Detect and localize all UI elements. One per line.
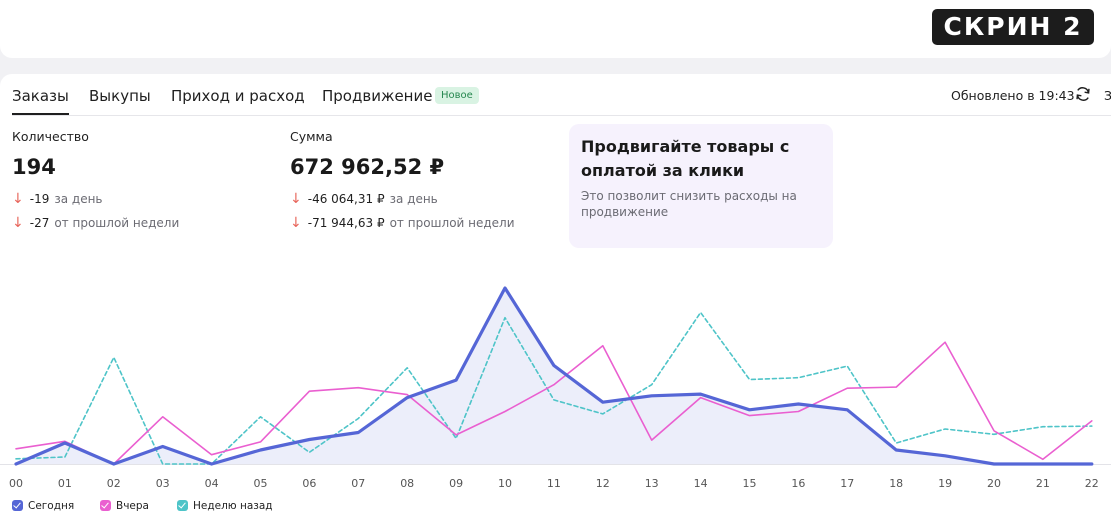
x-tick-label: 22 (1085, 477, 1099, 490)
x-tick-label: 14 (694, 477, 708, 490)
arrow-down-icon: ↓ (12, 191, 24, 207)
delta-desc: от прошлой недели (54, 216, 180, 230)
x-tick-label: 08 (400, 477, 414, 490)
x-tick-label: 01 (58, 477, 72, 490)
promo-card[interactable]: Продвигайте товары с оплатой за клики Эт… (569, 124, 833, 248)
delta-value: -71 944,63 ₽ (307, 216, 385, 230)
x-tick-label: 10 (498, 477, 512, 490)
x-tick-label: 15 (743, 477, 757, 490)
delta-desc: за день (389, 192, 438, 206)
sum-value: 672 962,52 ₽ (290, 155, 445, 179)
tab-income-expense[interactable]: Приход и расход (171, 87, 305, 105)
x-tick-label: 20 (987, 477, 1001, 490)
check-icon (177, 500, 188, 511)
delta-value: -27 (29, 216, 50, 230)
legend-label: Вчера (116, 500, 149, 512)
tab-orders[interactable]: Заказы (12, 87, 69, 115)
legend-week-ago[interactable]: Неделю назад (177, 499, 273, 513)
quantity-label: Количество (12, 129, 89, 144)
series-line-yesterday (15, 341, 1093, 465)
tab-bar: Заказы Выкупы Приход и расход Продвижени… (12, 74, 1111, 116)
x-tick-label: 09 (449, 477, 463, 490)
legend-today[interactable]: Сегодня (12, 499, 74, 513)
promo-title: Продвигайте товары с оплатой за клики (581, 137, 790, 180)
series-line-week-ago (15, 311, 1093, 465)
delta-value: -46 064,31 ₽ (307, 192, 385, 206)
x-tick-label: 18 (889, 477, 903, 490)
tab-buyouts[interactable]: Выкупы (89, 87, 151, 105)
top-strip: СКРИН 2 (0, 0, 1111, 58)
x-tick-label: 04 (205, 477, 219, 490)
legend-yesterday[interactable]: Вчера (100, 499, 149, 513)
sum-week-delta: ↓ -71 944,63 ₽ от прошлой недели (290, 215, 515, 231)
arrow-down-icon: ↓ (12, 215, 24, 231)
x-tick-label: 17 (840, 477, 854, 490)
x-tick-label: 07 (351, 477, 365, 490)
legend-label: Неделю назад (193, 500, 273, 512)
arrow-down-icon: ↓ (290, 215, 302, 231)
check-icon (12, 500, 23, 511)
sum-label: Сумма (290, 129, 333, 144)
x-tick-label: 13 (645, 477, 659, 490)
sum-day-delta: ↓ -46 064,31 ₽ за день (290, 191, 438, 207)
delta-value: -19 (29, 192, 50, 206)
x-tick-label: 03 (156, 477, 170, 490)
delta-desc: за день (54, 192, 103, 206)
x-tick-label: 02 (107, 477, 121, 490)
x-tick-label: 16 (791, 477, 805, 490)
screen-label-badge: СКРИН 2 (932, 9, 1094, 45)
arrow-down-icon: ↓ (290, 191, 302, 207)
x-tick-label: 19 (938, 477, 952, 490)
x-tick-label: 21 (1036, 477, 1050, 490)
quantity-week-delta: ↓ -27 от прошлой недели (12, 215, 179, 231)
legend-label: Сегодня (28, 500, 75, 512)
series-line-today (14, 286, 1094, 466)
check-icon (100, 500, 111, 511)
x-tick-label: 05 (254, 477, 268, 490)
refresh-icon[interactable] (1074, 85, 1092, 103)
delta-desc: от прошлой недели (389, 216, 515, 230)
quantity-value: 194 (12, 155, 56, 179)
quantity-day-delta: ↓ -19 за день (12, 191, 103, 207)
promo-text: Это позволит снизить расходы на продвиже… (581, 189, 797, 219)
tab-promotion[interactable]: Продвижение (322, 87, 433, 105)
new-badge: Новое (435, 87, 479, 104)
truncated-label: З (1104, 88, 1111, 103)
x-tick-label: 00 (9, 477, 23, 490)
series-area-today (16, 288, 1092, 464)
x-tick-label: 11 (547, 477, 561, 490)
updated-time: Обновлено в 19:43 (951, 88, 1075, 103)
analytics-card: Заказы Выкупы Приход и расход Продвижени… (0, 74, 1111, 518)
x-tick-label: 12 (596, 477, 610, 490)
x-tick-label: 06 (302, 477, 316, 490)
